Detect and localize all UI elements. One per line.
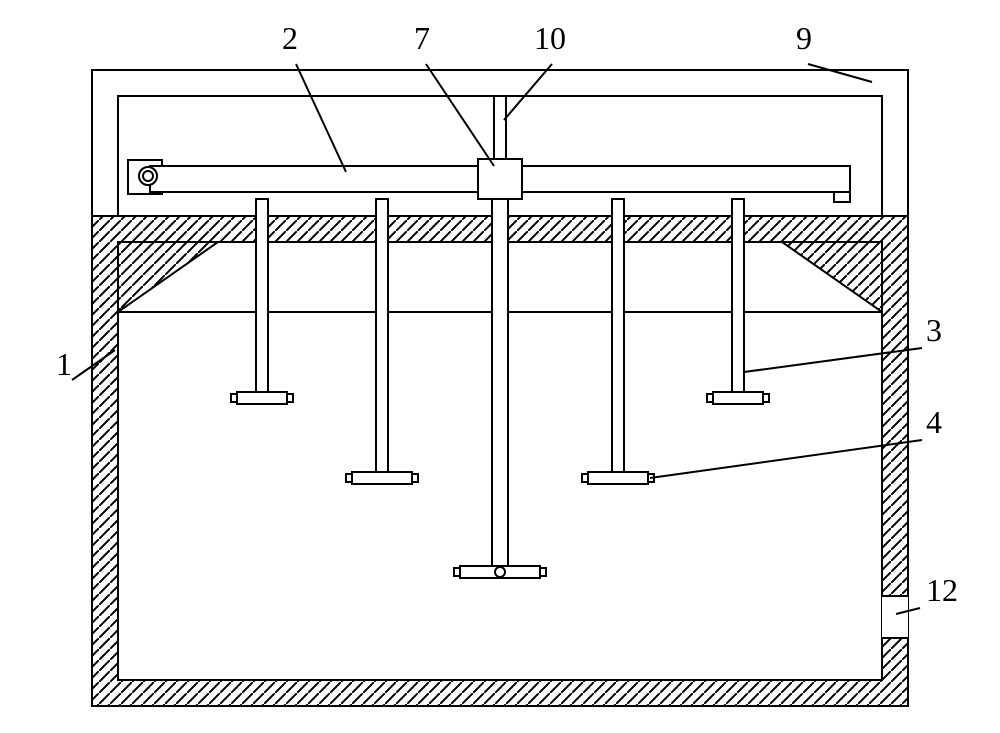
bar-right-step [834,192,850,202]
stir-blade [713,392,763,404]
center-hub-top [478,159,522,199]
stir-rod [612,199,624,478]
callout-1: 1 [56,348,72,380]
stir-rod [732,199,744,398]
blade-cap-l [346,474,352,482]
stir-blade [352,472,412,484]
blade-cap-l [582,474,588,482]
blade-cap-r [763,394,769,402]
callout-4: 4 [926,406,942,438]
leader-2 [296,64,346,172]
blade-cap-l [707,394,713,402]
blade-cap-l [454,568,460,576]
callout-2: 2 [282,22,298,54]
leader-9 [808,64,872,82]
outlet-gap [882,596,908,638]
stir-blade [237,392,287,404]
leader-7 [426,64,494,166]
tank-chamfer-left [118,242,218,312]
blade-cap-r [540,568,546,576]
callout-3: 3 [926,314,942,346]
stir-rod [376,199,388,478]
blade-cap-l [231,394,237,402]
blade-hub [495,567,505,577]
stir-blade [588,472,648,484]
stir-rod [256,199,268,398]
stir-rod [492,199,508,572]
diagram-svg [0,0,1000,733]
tank-chamfer-right [782,242,882,312]
leader-10 [504,64,552,120]
callout-10: 10 [534,22,566,54]
blade-cap-r [412,474,418,482]
callout-12: 12 [926,574,958,606]
blade-cap-r [287,394,293,402]
callout-9: 9 [796,22,812,54]
top-stem [494,96,506,159]
pivot-pin-inner [143,171,153,181]
callout-7: 7 [414,22,430,54]
